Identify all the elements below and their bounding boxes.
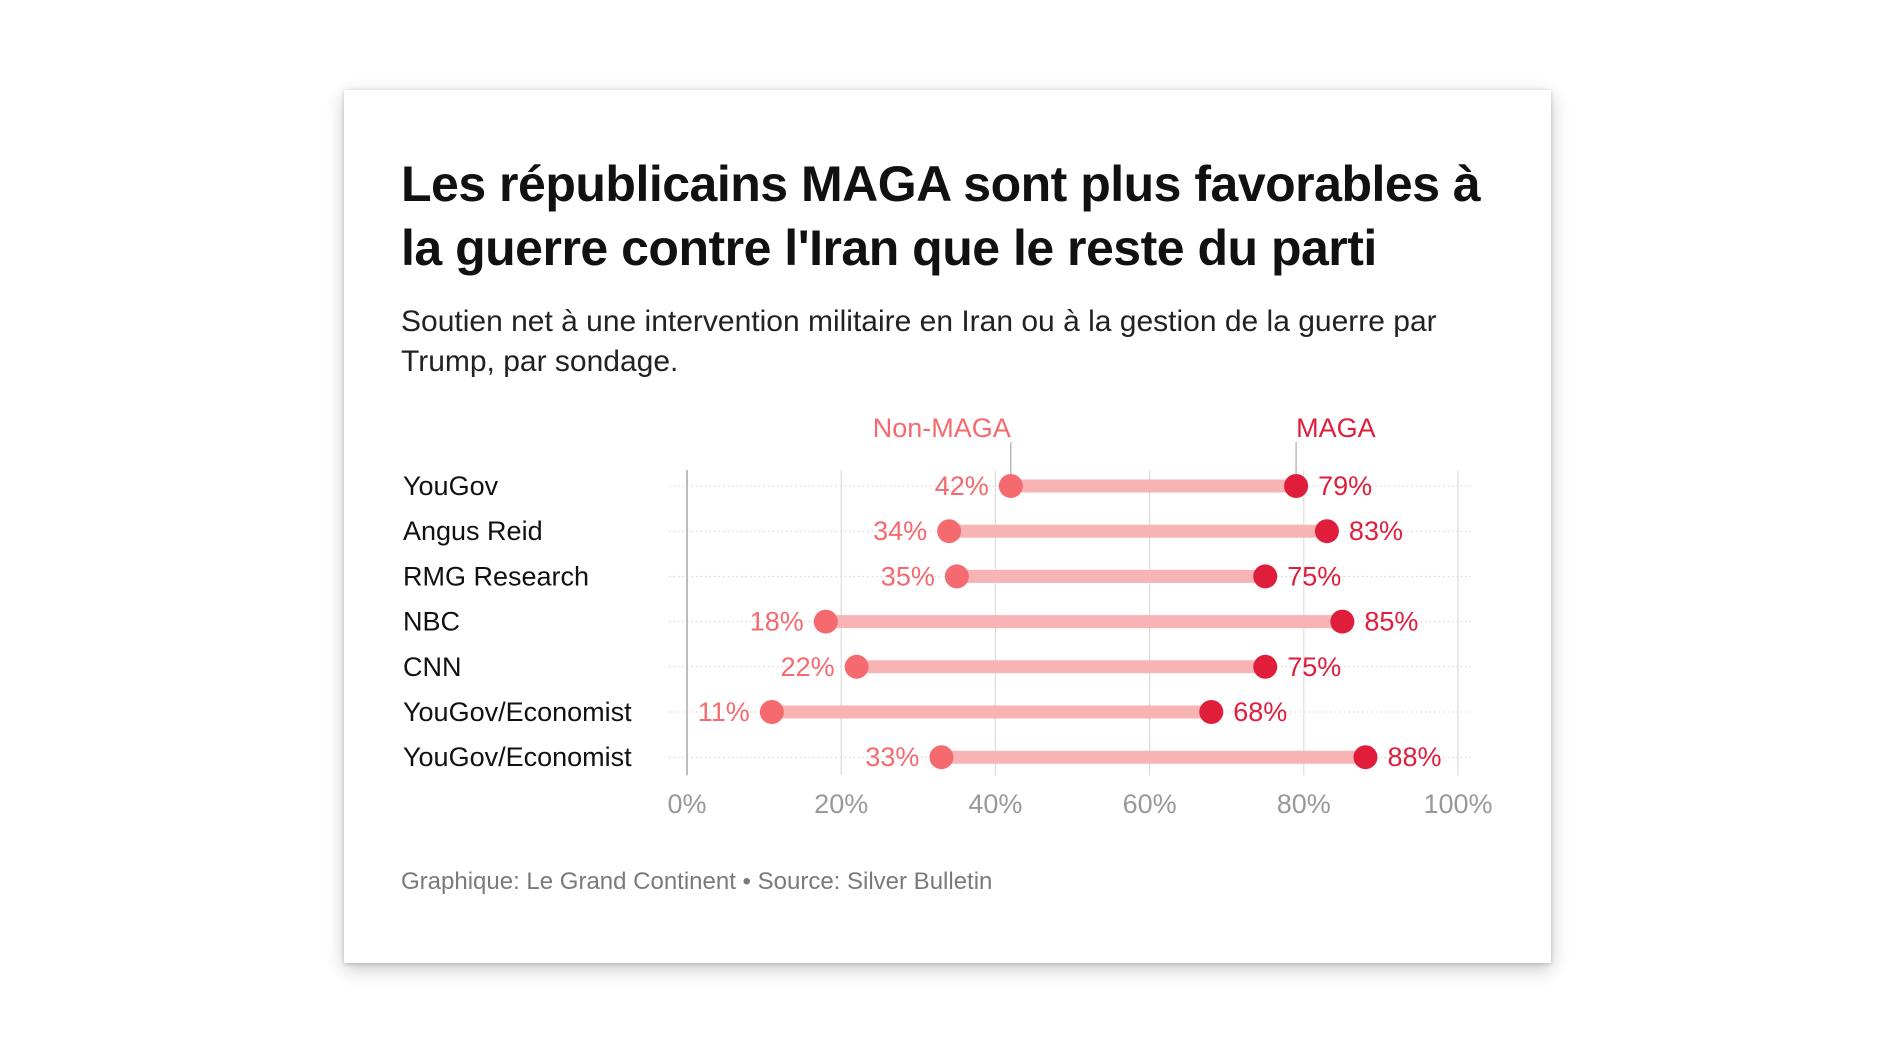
chart-title: Les républicains MAGA sont plus favorabl… xyxy=(401,156,1481,276)
category-label: YouGov/Economist xyxy=(403,742,632,772)
non-maga-value-label: 11% xyxy=(698,697,750,727)
maga-dot xyxy=(1199,700,1224,724)
maga-value-label: 88% xyxy=(1387,742,1441,772)
category-label: YouGov/Economist xyxy=(403,697,632,727)
category-label: NBC xyxy=(403,607,460,637)
non-maga-value-label: 35% xyxy=(881,561,935,591)
chart-subtitle: Soutien net à une intervention militaire… xyxy=(401,305,1437,378)
maga-dot xyxy=(1253,564,1278,589)
non-maga-value-label: 33% xyxy=(865,742,919,772)
maga-value-label: 83% xyxy=(1349,516,1403,546)
x-tick-label: 80% xyxy=(1277,789,1331,819)
x-tick-label: 0% xyxy=(667,789,706,819)
maga-dot xyxy=(1253,654,1278,679)
maga-dot xyxy=(1353,745,1378,770)
x-tick-label: 60% xyxy=(1123,789,1177,819)
non-maga-dot xyxy=(944,564,969,589)
maga-dot xyxy=(1330,609,1355,634)
non-maga-dot xyxy=(929,745,954,770)
dumbbell-chart: 0% 20% 40% 60% 80% 100% Non-MAGA MAGA YouGov 42% 7… xyxy=(403,413,1493,819)
non-maga-value-label: 18% xyxy=(750,607,804,637)
category-label: Angus Reid xyxy=(403,516,543,546)
non-maga-dot xyxy=(759,700,784,724)
chart-credit: Graphique: Le Grand Continent • Source: … xyxy=(401,868,993,895)
maga-value-label: 75% xyxy=(1287,652,1341,682)
x-tick-label: 100% xyxy=(1423,789,1492,819)
maga-value-label: 85% xyxy=(1364,607,1418,637)
non-maga-dot xyxy=(937,519,962,544)
category-label: CNN xyxy=(403,652,462,682)
maga-dot xyxy=(1314,519,1339,544)
non-maga-dot xyxy=(813,609,838,634)
category-label: RMG Research xyxy=(403,561,589,591)
maga-value-label: 75% xyxy=(1287,561,1341,591)
category-label: YouGov xyxy=(403,471,499,501)
chart-card: Les républicains MAGA sont plus favorabl… xyxy=(344,90,1551,963)
non-maga-dot xyxy=(998,474,1023,498)
series-label-maga: MAGA xyxy=(1296,413,1376,443)
maga-value-label: 68% xyxy=(1233,697,1287,727)
non-maga-value-label: 22% xyxy=(781,652,835,682)
x-tick-label: 40% xyxy=(968,789,1022,819)
non-maga-value-label: 42% xyxy=(935,471,989,501)
maga-value-label: 79% xyxy=(1318,471,1372,501)
maga-dot xyxy=(1284,474,1309,498)
x-tick-label: 20% xyxy=(814,789,868,819)
non-maga-dot xyxy=(844,654,869,679)
non-maga-value-label: 34% xyxy=(873,516,927,546)
series-label-non-maga: Non-MAGA xyxy=(873,413,1011,443)
